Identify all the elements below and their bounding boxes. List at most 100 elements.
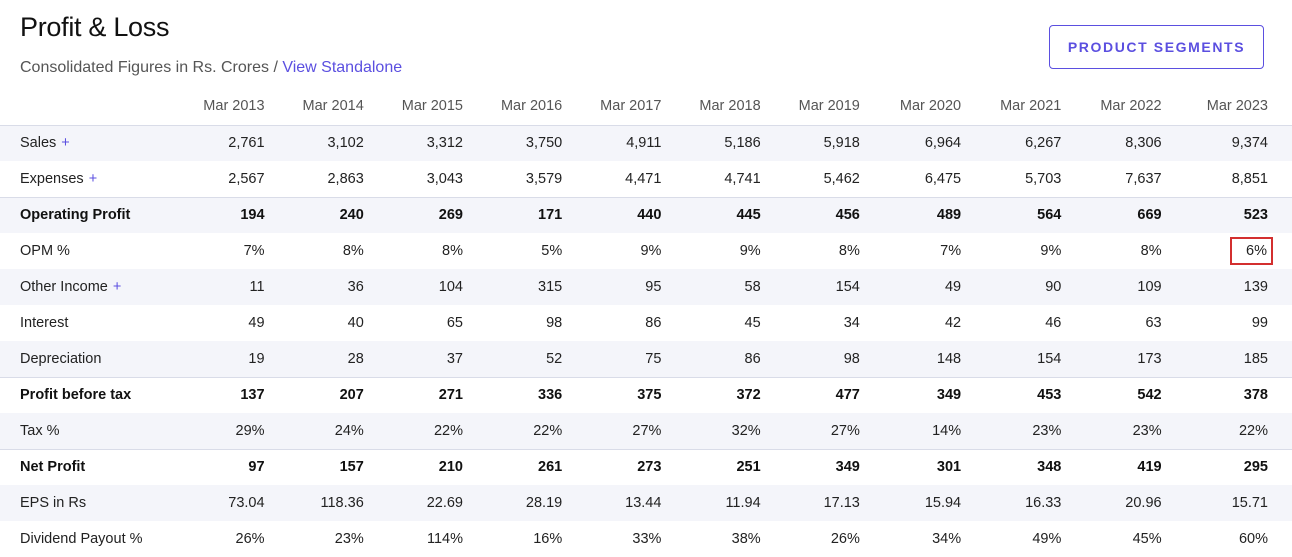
plus-icon[interactable]: + <box>112 279 122 295</box>
column-header: Mar 2022 <box>1085 88 1186 126</box>
row-label-text: OPM % <box>20 243 70 259</box>
table-row[interactable]: Other Income +11 36 104 315 95 58 154 49 90 109 139 <box>0 269 1292 305</box>
table-cell: 185 <box>1185 341 1292 377</box>
table-cell: 16% <box>533 531 563 547</box>
table-cell: 3,043 <box>426 170 463 187</box>
row-label[interactable]: Sales + <box>0 125 189 161</box>
table-cell: 2,863 <box>327 170 364 187</box>
column-header: Mar 2015 <box>387 88 487 126</box>
table-row[interactable]: Sales +2,761 3,102 3,312 3,750 4,911 5,186 5,91… <box>0 125 1292 161</box>
table-cell: 28.19 <box>487 485 587 521</box>
row-label-text: Sales <box>20 135 57 152</box>
table-cell: 109 <box>1085 269 1186 305</box>
table-cell: 171 <box>487 196 587 233</box>
table-cell: 210 <box>387 448 487 485</box>
table-cell: 52 <box>487 341 587 377</box>
table-row[interactable]: Expenses +2,567 2,863 3,043 3,579 4,471 4,741 5… <box>0 161 1292 197</box>
row-label: Net Profit <box>0 448 189 485</box>
table-cell: 33% <box>632 531 662 547</box>
table-cell: 42 <box>944 315 962 331</box>
table-row: Operating Profit 194 240 269 171 440 445 456 489… <box>0 196 1292 233</box>
row-label[interactable]: Expenses + <box>0 161 188 197</box>
column-header: Mar 2018 <box>685 88 785 126</box>
table-cell: 6,475 <box>924 170 962 187</box>
table-cell: 349 <box>883 376 986 413</box>
row-label-text: Interest <box>20 315 69 331</box>
table-cell: 336 <box>487 376 587 413</box>
table-cell: 22% <box>487 413 587 449</box>
table-cell: 194 <box>188 196 289 233</box>
table-cell: 271 <box>387 376 487 413</box>
table-cell: 5,186 <box>685 125 785 161</box>
table-cell: 251 <box>685 448 785 485</box>
column-header: Mar 2016 <box>487 88 587 126</box>
table-cell: 523 <box>1185 196 1292 233</box>
table-cell: 207 <box>288 376 388 413</box>
table-cell: 669 <box>1085 196 1186 233</box>
table-cell: 3,102 <box>288 125 388 161</box>
table-cell: 49 <box>883 269 986 305</box>
table-cell: 27% <box>784 413 884 449</box>
table-cell: 5,703 <box>1025 170 1062 187</box>
table-cell: 23% <box>1085 413 1186 449</box>
table-cell: 4,911 <box>586 125 686 161</box>
table-cell: 24% <box>288 413 388 449</box>
table-cell: 58 <box>685 269 785 305</box>
table-cell: 49% <box>1032 531 1062 547</box>
row-label-text: Expenses <box>20 170 84 187</box>
table-cell: 6% <box>1186 233 1292 269</box>
table-cell: 6,267 <box>985 125 1086 161</box>
table-cell: 11 <box>188 269 289 305</box>
table-row: EPS in Rs 73.04 118.36 22.69 28.19 13.44 11.94… <box>0 485 1292 521</box>
table-cell: 8,851 <box>1231 170 1268 187</box>
table-cell: 27% <box>586 413 686 449</box>
table-cell: 23% <box>334 531 364 547</box>
table-row: Profit before tax 137 207 271 336 375 372 477 34… <box>0 376 1292 413</box>
table-cell: 32% <box>685 413 785 449</box>
table-cell: 23% <box>985 413 1086 449</box>
column-header: Mar 2021 <box>985 88 1086 126</box>
table-cell: 8% <box>1140 243 1162 259</box>
highlighted-cell-value: 6% <box>1230 237 1273 265</box>
table-cell: 2,567 <box>228 170 265 187</box>
table-cell: 139 <box>1185 269 1292 305</box>
table-cell: 16.33 <box>985 485 1086 521</box>
row-label-text: Operating Profit <box>20 207 131 224</box>
table-header-row: Mar 2013 Mar 2014 Mar 2015 Mar 2016 Mar 2017… <box>0 88 1292 126</box>
table-cell: 26% <box>235 531 265 547</box>
table-cell: 7% <box>243 243 265 259</box>
table-cell: 17.13 <box>784 485 884 521</box>
product-segments-button[interactable]: PRODUCT SEGMENTS <box>1049 25 1264 69</box>
plus-icon[interactable]: + <box>61 135 70 152</box>
view-standalone-link[interactable]: View Standalone <box>282 59 403 76</box>
table-cell: 19 <box>188 341 289 377</box>
table-cell: 295 <box>1185 448 1292 485</box>
column-header: Mar 2023 <box>1185 88 1292 126</box>
table-cell: 98 <box>546 315 563 331</box>
table-cell: 22% <box>387 413 487 449</box>
profit-loss-table: Mar 2013 Mar 2014 Mar 2015 Mar 2016 Mar 2017… <box>0 88 1292 557</box>
table-cell: 173 <box>1085 341 1186 377</box>
table-cell: 273 <box>586 448 686 485</box>
plus-icon[interactable]: + <box>88 170 98 187</box>
table-cell: 29% <box>188 413 289 449</box>
table-cell: 36 <box>288 269 388 305</box>
table-cell: 453 <box>985 376 1086 413</box>
table-cell: 8% <box>442 243 463 259</box>
table-cell: 372 <box>685 376 785 413</box>
table-cell: 456 <box>784 196 884 233</box>
table-cell: 34% <box>932 531 962 547</box>
row-label[interactable]: Other Income + <box>0 269 189 305</box>
table-cell: 13.44 <box>586 485 686 521</box>
table-cell: 349 <box>784 448 884 485</box>
table-cell: 114% <box>426 531 463 547</box>
table-cell: 564 <box>985 196 1086 233</box>
table-cell: 148 <box>883 341 986 377</box>
table-cell: 28 <box>288 341 388 377</box>
table-cell: 37 <box>387 341 487 377</box>
table-cell: 63 <box>1145 315 1162 331</box>
table-cell: 157 <box>288 448 388 485</box>
table-cell: 348 <box>985 448 1086 485</box>
table-row: Tax % 29% 24% 22% 22% 27% 32% 27% 14% 23% 23% 22% <box>0 413 1292 449</box>
table-row: Interest 49 40 65 98 86 45 34 42 46 63 99 <box>0 305 1292 341</box>
